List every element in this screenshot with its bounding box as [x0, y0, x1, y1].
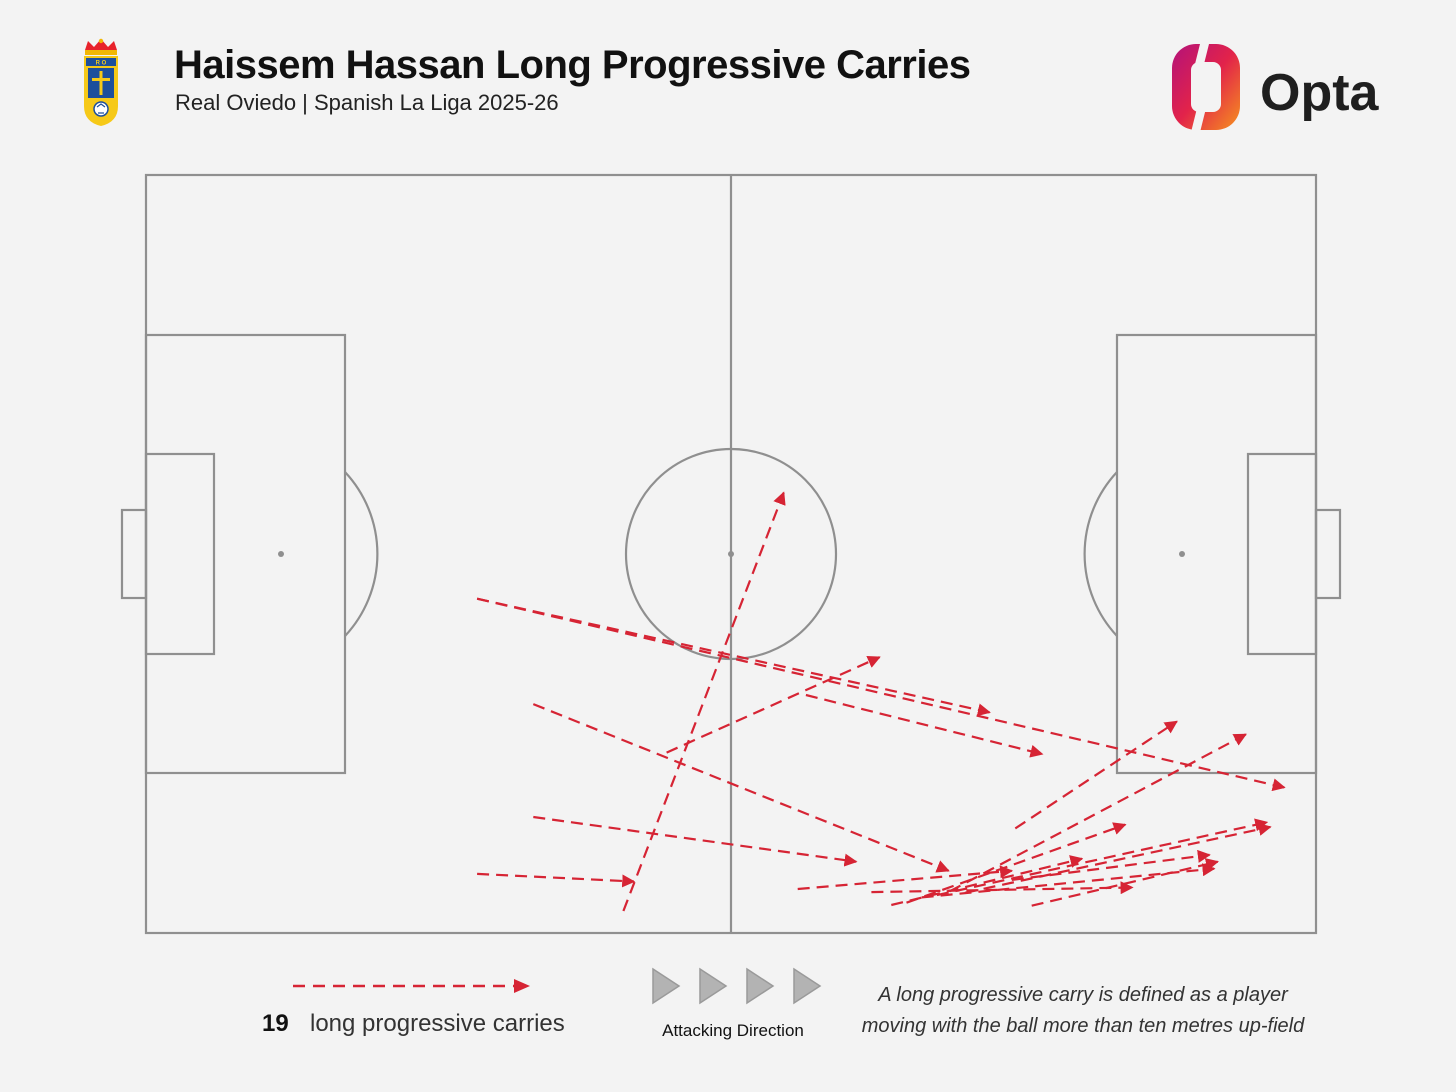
- carry-arrow-5: [533, 815, 858, 867]
- right-penalty-area: [1115, 333, 1318, 775]
- play-triangle-icon: [699, 967, 728, 1005]
- carry-arrow-15: [949, 733, 1247, 893]
- play-triangle-icon: [793, 967, 822, 1005]
- play-triangle-icon: [652, 967, 681, 1005]
- chart-subtitle: Real Oviedo | Spanish La Liga 2025-26: [175, 90, 559, 115]
- carry-arrow-3: [805, 693, 1044, 758]
- carry-count: 19: [262, 1010, 289, 1037]
- carry-arrow-4: [532, 703, 950, 873]
- play-triangle-icon: [746, 967, 775, 1005]
- carry-definition: A long progressive carry is defined as a…: [840, 980, 1326, 1042]
- centre-spot: [728, 551, 734, 557]
- carry-arrow-17: [1011, 849, 1211, 881]
- right-six-yard-box: [1246, 452, 1318, 656]
- right-goal: [1314, 508, 1342, 600]
- definition-line-2: moving with the ball more than ten metre…: [861, 1015, 1305, 1037]
- centre-circle: [624, 447, 838, 661]
- opta-wordmark: Opta: [1260, 64, 1380, 122]
- attacking-direction-label: Attacking Direction: [662, 1021, 804, 1040]
- carry-arrow-18: [1031, 858, 1219, 907]
- carries-layer: [476, 491, 1286, 912]
- definition-line-1: A long progressive carry is defined as a…: [878, 984, 1288, 1006]
- opta-logo: Opta: [1172, 40, 1380, 134]
- carry-arrow-9: [797, 865, 1014, 891]
- left-penalty-area: [144, 333, 347, 775]
- carry-arrow-6: [477, 872, 636, 888]
- right-penalty-spot: [1179, 551, 1185, 557]
- carry-arrow-19: [1014, 720, 1178, 830]
- carry-arrow-12: [906, 822, 1127, 904]
- attacking-direction-icon: [652, 967, 822, 1005]
- carry-arrow-8: [666, 655, 881, 754]
- carry-arrow-10: [871, 881, 1134, 895]
- carry-arrow-16: [964, 823, 1272, 894]
- left-goal: [120, 508, 148, 600]
- real-oviedo-crest-icon: R O: [84, 38, 118, 126]
- chart-title: Haissem Hassan Long Progressive Carries: [174, 43, 971, 87]
- carry-arrow-2: [476, 597, 1286, 792]
- left-penalty-spot: [278, 551, 284, 557]
- carry-arrow-14: [936, 818, 1269, 897]
- legend-carry-arrow: [293, 979, 530, 993]
- left-six-yard-box: [144, 452, 216, 656]
- carry-count-label: long progressive carries: [310, 1010, 565, 1037]
- svg-text:R O: R O: [96, 61, 107, 67]
- left-penalty-arc: [344, 471, 379, 637]
- right-penalty-arc: [1083, 471, 1118, 637]
- carry-arrow-11: [891, 855, 1084, 907]
